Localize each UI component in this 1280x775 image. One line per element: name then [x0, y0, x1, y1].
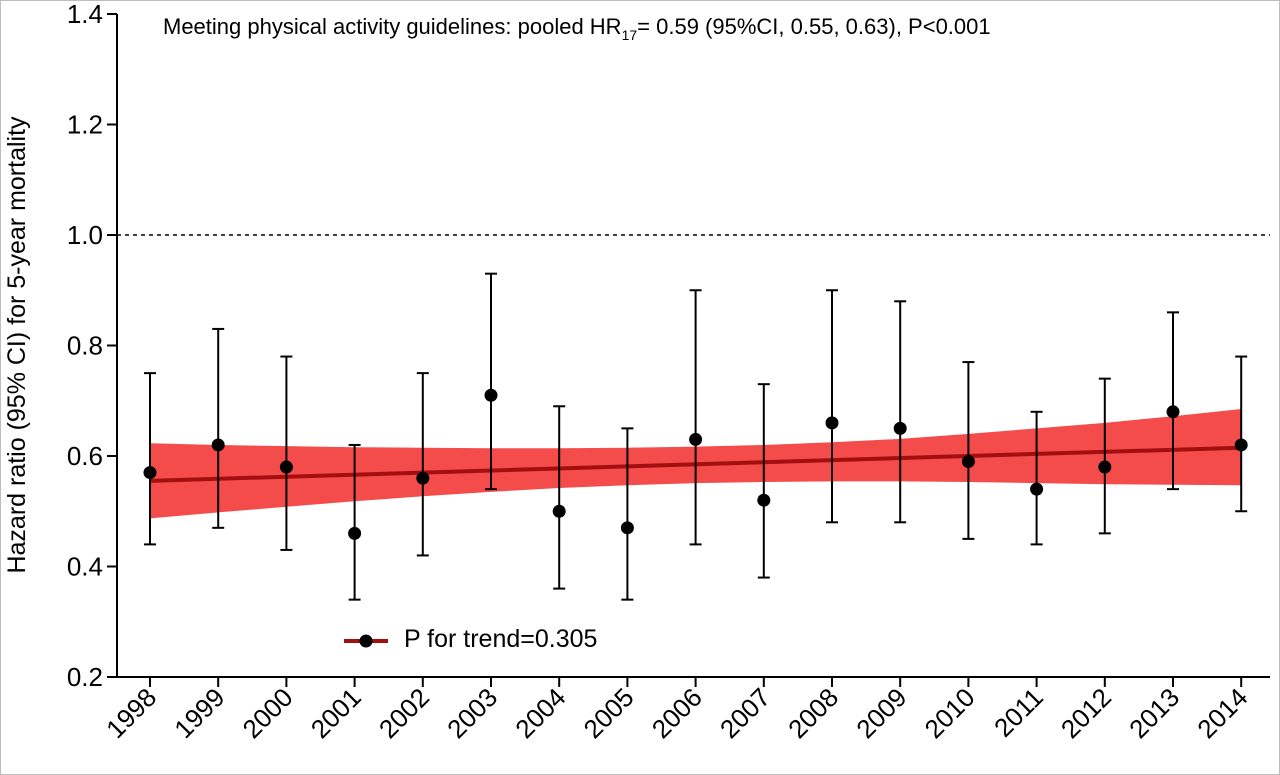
- data-point: [893, 421, 907, 435]
- x-tick-label: 2000: [237, 682, 299, 744]
- data-point: [620, 521, 634, 535]
- data-point: [825, 416, 839, 430]
- data-point: [552, 504, 566, 518]
- x-tick-label: 2010: [919, 682, 981, 744]
- title-suffix: = 0.59 (95%CI, 0.55, 0.63), P<0.001: [637, 14, 990, 39]
- data-point: [416, 471, 430, 485]
- x-tick-label: 2003: [441, 682, 503, 744]
- x-tick-label: 2009: [850, 682, 912, 744]
- x-tick-label: 2001: [305, 682, 367, 744]
- legend-label: P for trend=0.305: [404, 625, 597, 653]
- data-point: [279, 460, 293, 474]
- y-tick-label: 0.8: [67, 331, 103, 361]
- error-bar: [212, 327, 225, 529]
- data-point: [484, 388, 498, 402]
- chart-title: Meeting physical activity guidelines: po…: [163, 14, 991, 43]
- error-bar: [621, 427, 634, 601]
- legend: P for trend=0.305: [344, 625, 597, 653]
- x-tick-label: 2008: [782, 682, 844, 744]
- x-tick-label: 2005: [578, 682, 640, 744]
- legend-point-swatch: [359, 634, 373, 648]
- x-tick-label: 1999: [168, 682, 230, 744]
- x-tick-label: 2012: [1055, 682, 1117, 744]
- error-bars-layer: [144, 272, 1248, 601]
- x-tick-label: 2014: [1191, 682, 1253, 744]
- y-axis-title: Hazard ratio (95% CI) for 5-year mortali…: [3, 116, 31, 574]
- error-bar: [348, 443, 361, 601]
- y-tick-label: 1.2: [67, 110, 103, 140]
- error-bar: [757, 383, 770, 579]
- data-point: [1030, 482, 1044, 496]
- data-points-layer: [143, 388, 1248, 540]
- data-point: [689, 432, 703, 446]
- error-bar: [1030, 410, 1043, 546]
- data-point: [1166, 405, 1180, 419]
- y-tick-label: 1.4: [67, 0, 103, 29]
- error-bar: [144, 372, 156, 546]
- error-bar: [894, 300, 907, 524]
- error-bar: [553, 405, 566, 590]
- title-subscript: 17: [622, 27, 638, 43]
- x-tick-label: 2002: [373, 682, 435, 744]
- data-point: [211, 438, 225, 452]
- y-tick-label: 0.4: [67, 552, 103, 582]
- x-tick-label: 2011: [988, 682, 1049, 743]
- error-bar: [485, 272, 497, 491]
- error-bar: [1235, 355, 1248, 513]
- error-bar: [1098, 377, 1111, 535]
- x-tick-label: 2007: [714, 682, 776, 744]
- x-tick-label: 2006: [646, 682, 708, 744]
- error-bar: [962, 361, 975, 540]
- y-tick-label: 0.2: [67, 662, 103, 692]
- title-prefix: Meeting physical activity guidelines: po…: [163, 14, 622, 39]
- data-point: [348, 526, 362, 540]
- data-point: [143, 466, 157, 480]
- data-point: [1098, 460, 1112, 474]
- x-tick-label: 1998: [100, 682, 162, 744]
- error-bar: [689, 289, 702, 546]
- error-bar: [1167, 311, 1179, 491]
- error-bar: [280, 355, 293, 551]
- error-bar: [416, 372, 429, 557]
- x-tick-label: 2004: [509, 682, 571, 744]
- data-point: [1234, 438, 1248, 452]
- y-tick-label: 1.0: [67, 220, 103, 250]
- data-point: [961, 455, 975, 469]
- data-point: [757, 493, 771, 507]
- x-tick-label: 2013: [1123, 682, 1185, 744]
- error-bar: [826, 289, 838, 524]
- y-tick-label: 0.6: [67, 441, 103, 471]
